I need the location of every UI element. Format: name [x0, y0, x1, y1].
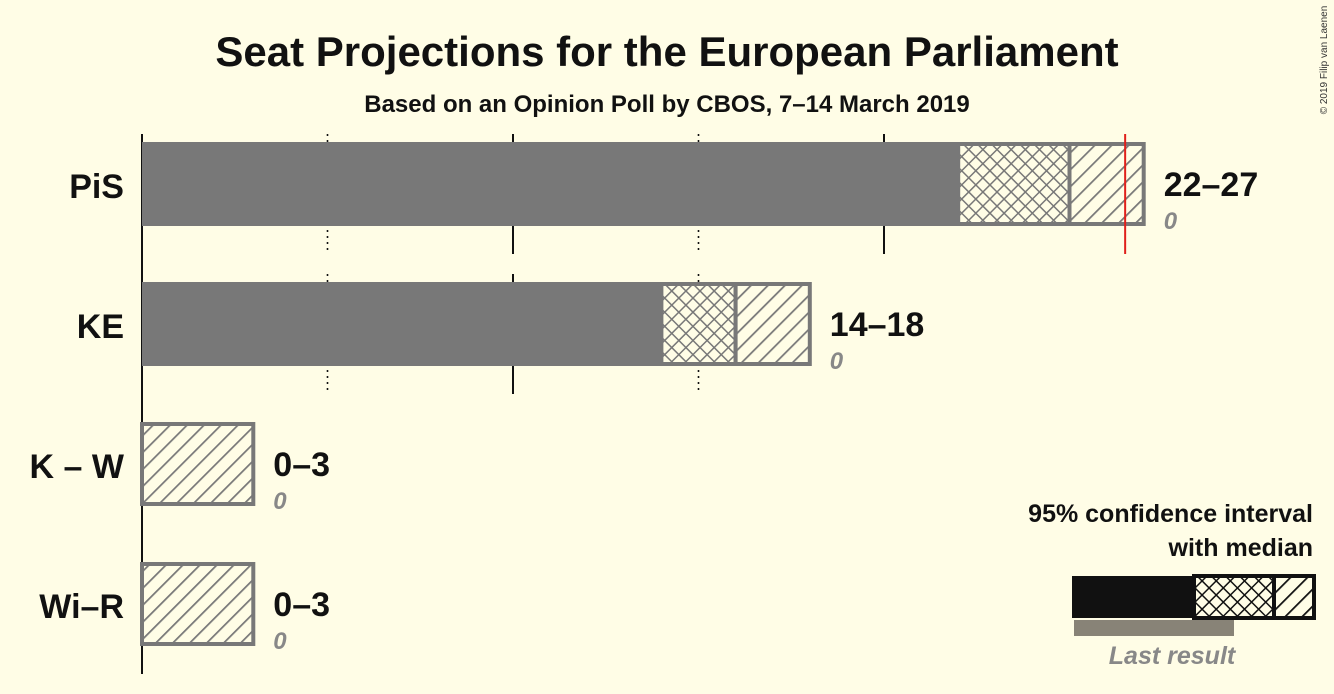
labels-layer: PiS 22–27 0 KE 14–18 0 K – W 0–3 0 Wi–R 0–3 0 — [30, 166, 1259, 655]
bar-solid-0 — [142, 142, 959, 226]
chart-title: Seat Projections for the European Parlia… — [215, 28, 1118, 75]
last-result-label: 0 — [830, 348, 844, 375]
range-label: 0–3 — [273, 446, 330, 484]
last-result-label: 0 — [273, 628, 287, 655]
legend-last-result-bar — [1074, 620, 1234, 636]
bar-ci-1 — [733, 282, 812, 366]
legend-cross-hatch — [1192, 574, 1276, 620]
bar-median-0 — [956, 142, 1072, 226]
range-label: 22–27 — [1164, 166, 1259, 204]
legend-line-2: with median — [1168, 534, 1313, 562]
bar-ci-0 — [1067, 142, 1146, 226]
party-label: K – W — [30, 448, 125, 486]
chart-subtitle: Based on an Opinion Poll by CBOS, 7–14 M… — [364, 91, 970, 118]
legend-last-result-label: Last result — [1109, 642, 1237, 670]
legend: 95% confidence interval with median Last… — [1028, 500, 1316, 670]
range-label: 0–3 — [273, 586, 330, 624]
bar-solid-1 — [142, 282, 662, 366]
bars-layer — [140, 134, 1146, 646]
legend-line-1: 95% confidence interval — [1028, 500, 1313, 528]
last-result-label: 0 — [1164, 208, 1178, 235]
party-label: KE — [77, 308, 124, 346]
party-label: Wi–R — [39, 588, 124, 626]
legend-diagonal-hatch — [1272, 574, 1316, 620]
legend-median-bar — [1072, 576, 1194, 618]
bar-median-1 — [659, 282, 738, 366]
bar-ci-2 — [140, 422, 256, 506]
copyright-note: © 2019 Filip van Laenen — [1319, 6, 1330, 115]
bar-ci-3 — [140, 562, 256, 646]
party-label: PiS — [69, 168, 124, 206]
range-label: 14–18 — [830, 306, 925, 344]
last-result-label: 0 — [273, 488, 287, 515]
